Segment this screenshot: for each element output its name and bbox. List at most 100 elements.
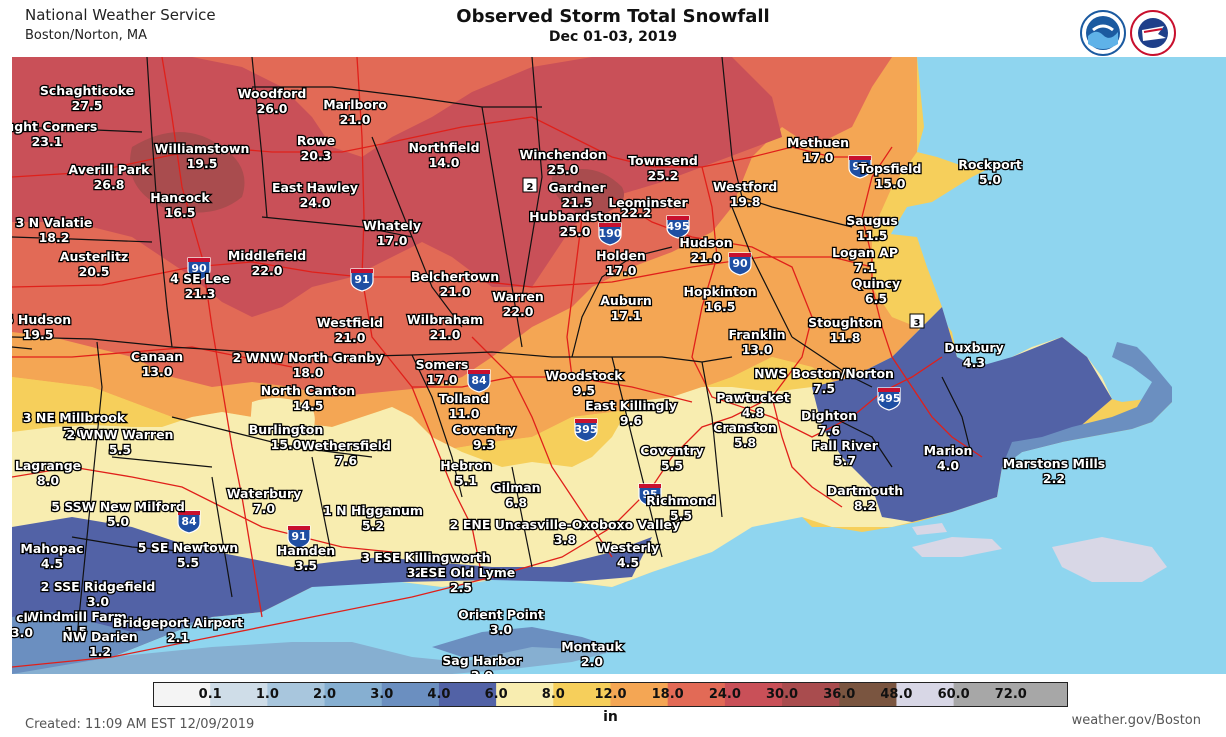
shield-number: 90 [191,262,207,275]
station-name: Montauk [561,639,623,654]
station-snowfall-value: 7.0 [63,425,85,440]
station-snowfall-value: 16.5 [165,205,196,220]
state-county-borders [12,57,973,638]
snowfall-map: 90 91 190 495 90 95 84 395 495 95 84 91 2 3 Schaghtic… [12,57,1226,674]
station-snowfall-value: 7.6 [818,423,840,438]
station-name: Wethersfield [301,438,391,453]
station-name: 5 Hudson [12,312,71,327]
agency-logos [1080,8,1178,58]
station-name: Marlboro [323,97,387,112]
station-name: Fall River [812,438,879,453]
station-snowfall-value: 24.0 [300,195,331,210]
station-name: ought Corners [12,119,97,134]
station-name: Somers [416,357,469,372]
station-name: Cranston [713,420,777,435]
org-name: National Weather Service [25,6,216,24]
station-name: 4 SE Lee [170,271,230,286]
shield-number: 3 [914,318,921,329]
legend-tick-label: 0.1 [199,687,222,702]
station-name: Canaan [131,349,183,364]
station-name: Averill Park [69,162,151,177]
shield-number: 495 [667,220,690,233]
station-name: 2 ENE Uncasville-Oxoboxo Valley [450,517,680,532]
station-snowfall-value: 21.5 [562,195,593,210]
legend-tick-label: 60.0 [938,687,970,702]
station-snowfall-value: 13.0 [142,364,173,379]
contour-24 [12,57,782,317]
station-snowfall-value: 22.0 [503,304,534,319]
station-name: Windmill Farm [25,609,127,624]
legend-swatch [438,682,497,707]
highway-shields: 90 91 190 495 90 95 84 395 495 95 84 91 2 3 [177,155,925,549]
station-name: Logan AP [832,245,898,260]
station-name: 3 NE Millbrook [23,410,126,425]
station-name: Auburn [600,293,651,308]
interstate-shield: 495 [666,215,690,239]
station-snowfall-value: 5.7 [834,453,856,468]
legend-tick-label: 12.0 [594,687,626,702]
station-name: Saugus [846,213,898,228]
station-snowfall-value: 14.5 [293,398,324,413]
station-snowfall-value: 14.0 [429,155,460,170]
station-name: Coventry [640,443,704,458]
snowfall-contours [12,57,1226,674]
station-snowfall-value: 3.0 [490,622,512,637]
station-snowfall-value: 21.0 [440,284,471,299]
site-url[interactable]: weather.gov/Boston [1071,713,1201,728]
map-date-range: Dec 01-03, 2019 [548,29,678,45]
legend-tick-label: 1.0 [256,687,279,702]
legend-tick-label: 48.0 [880,687,912,702]
station-name: Northfield [408,140,479,155]
map-header: Observed Storm Total Snowfall Dec 01-03,… [0,6,1226,45]
station-snowfall-value: 11.8 [830,330,861,345]
interstate-shield: 95 [848,155,872,179]
interstate-shield: 90 [728,252,752,276]
station-snowfall-value: 7.6 [335,453,357,468]
station-name: Burlington [249,422,323,437]
legend-tick-label: 8.0 [542,687,565,702]
interstate-shield: 91 [350,268,374,292]
station-name: Rowe [297,133,335,148]
station-snowfall-value: 19.5 [23,327,54,342]
station-snowfall-value: 4.0 [937,458,959,473]
station-name: Pawtucket [716,390,790,405]
station-snowfall-value: 9.3 [473,437,495,452]
nws-logo [1130,10,1176,56]
station-name: Hudson [679,235,732,250]
station-snowfall-value: 4.5 [617,555,639,570]
station-name: 2 WNW Warren [67,427,174,442]
station-snowfall-value: 5.5 [661,458,683,473]
station-snowfall-value: 2.3 [415,565,437,580]
station-name: Warren [492,289,543,304]
legend-tick-label: 36.0 [823,687,855,702]
shield-number: 95 [852,160,867,173]
station-name: Austerlitz [60,249,128,264]
contour-4 [12,307,1112,674]
station-name: Methuen [787,135,849,150]
station-name: Marstons Mills [1003,456,1105,471]
legend-swatch [210,682,268,707]
station-snowfall-value: 20.5 [79,264,110,279]
station-name: Tolland [439,391,489,406]
station-snowfall-value: 20.3 [301,148,332,163]
station-name: Holden [596,248,646,263]
us-route-shield: 3 [909,313,925,329]
station-name: Stoughton [808,315,882,330]
station-name: East Hawley [272,180,358,195]
us-route-shield: 2 [522,177,538,193]
station-name: 3 N Valatie [16,215,93,230]
station-name: Franklin [728,327,785,342]
station-name: Gilman [491,480,540,495]
legend-swatch [1010,682,1069,707]
shield-number: 2 [527,182,534,193]
station-snowfall-value: 5.0 [107,514,129,529]
station-snowfall-value: 7.5 [813,381,835,396]
station-name: Rockport [958,157,1022,172]
legend-swatch [153,682,211,707]
station-name: Woodford [238,86,307,101]
station-name: Waterbury [227,486,302,501]
station-name: Gardner [548,180,606,195]
legend-swatch [267,682,326,707]
created-timestamp: Created: 11:09 AM EST 12/09/2019 [25,717,255,732]
station-snowfall-value: 5.8 [734,435,756,450]
